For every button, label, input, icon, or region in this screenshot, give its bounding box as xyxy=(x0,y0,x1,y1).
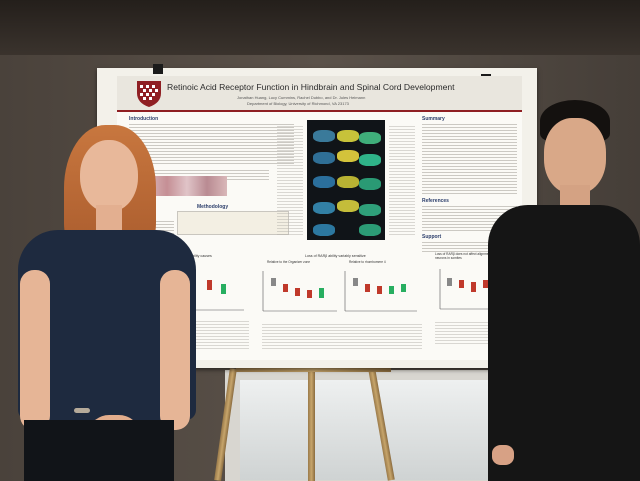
boxplot-middle xyxy=(262,271,417,312)
arm-left xyxy=(20,270,50,430)
section-methodology: Methodology xyxy=(197,204,229,210)
fluorescence-cell xyxy=(337,200,359,212)
embryo-image-strip xyxy=(147,176,227,196)
person-right xyxy=(470,0,640,481)
fluorescence-cell xyxy=(337,150,359,162)
fluorescence-cell xyxy=(313,224,335,236)
panel-labels xyxy=(277,126,303,236)
window xyxy=(240,380,500,480)
section-support: Support xyxy=(422,234,442,240)
easel-top-bar xyxy=(236,366,391,372)
chart-right-caption: Loss of RARβ does not affect alignment o… xyxy=(435,252,513,260)
fluorescence-cell xyxy=(313,152,335,164)
fluorescence-cell xyxy=(313,130,335,142)
hand xyxy=(492,445,514,465)
university-shield-icon xyxy=(137,81,161,107)
skirt xyxy=(24,420,174,481)
section-references: References xyxy=(422,198,449,204)
fluorescence-cell xyxy=(337,130,359,142)
fluorescence-cell xyxy=(359,204,381,216)
fluorescence-cell xyxy=(313,176,335,188)
poster-department: Department of Biology, University of Ric… xyxy=(247,101,349,106)
chart-middle-caption: Loss of RARβ ability variably sensitize xyxy=(305,254,366,258)
chart-middle-sub-b: Relative to rhombomere 4 xyxy=(349,260,386,264)
shirt xyxy=(488,205,640,481)
poster-clip-left xyxy=(153,64,163,74)
face xyxy=(80,140,138,212)
fluorescence-cell xyxy=(359,224,381,236)
section-introduction: Introduction xyxy=(129,116,159,122)
methodology-flow-diagram xyxy=(177,211,289,235)
summary-text xyxy=(422,124,517,194)
poster-title: Retinoic Acid Receptor Function in Hindb… xyxy=(167,82,455,92)
arm-right xyxy=(160,270,190,430)
easel-leg-center xyxy=(308,368,315,481)
chart-middle-legend xyxy=(262,324,422,350)
poster-authors: Jonathan Huang, Lucy Cummins, Rachel Dub… xyxy=(237,95,366,100)
ceiling-shadow xyxy=(0,0,640,55)
figure-legend-text xyxy=(389,126,415,236)
poster-header: Retinoic Acid Receptor Function in Hindb… xyxy=(117,76,522,112)
person-left xyxy=(0,0,220,481)
bracelet xyxy=(74,408,90,413)
chart-middle-sub-a: Relative to the Organizer zone xyxy=(267,260,311,264)
fluorescence-cell xyxy=(359,178,381,190)
section-summary: Summary xyxy=(422,116,445,122)
fluorescence-cell xyxy=(337,176,359,188)
fluorescence-cell xyxy=(359,154,381,166)
fluorescence-cell xyxy=(359,132,381,144)
introduction-text xyxy=(129,124,294,164)
fluorescence-cell xyxy=(313,202,335,214)
microscopy-image-panel xyxy=(307,120,385,240)
face xyxy=(544,118,606,194)
